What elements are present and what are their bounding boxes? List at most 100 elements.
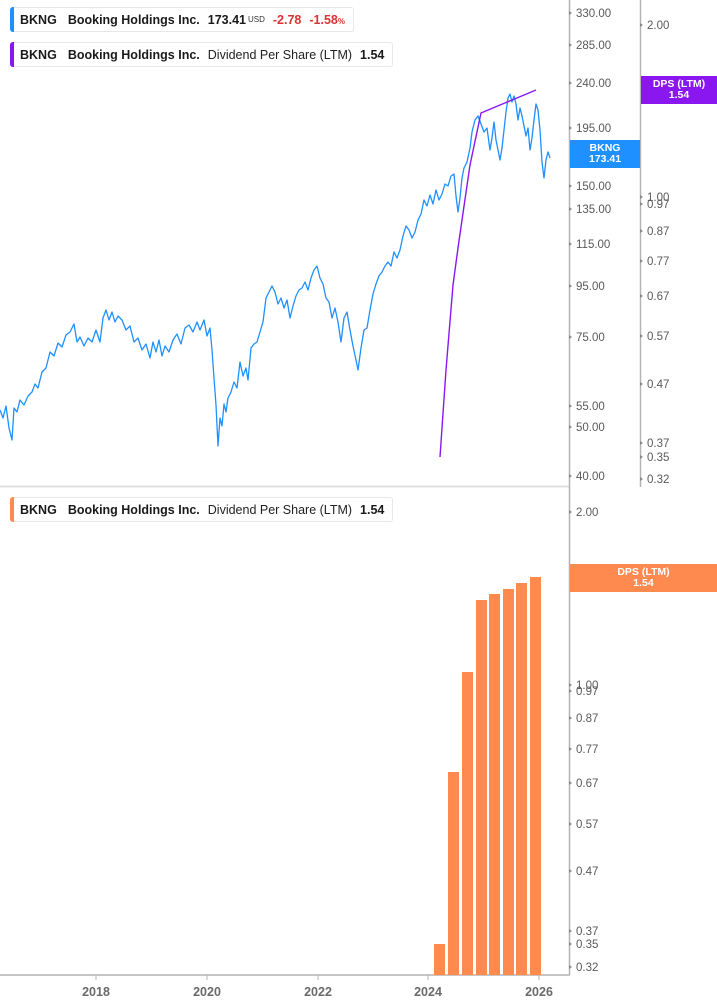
price-axis[interactable]: 330.00 285.00 240.00 195.00 150.00 135.00 115.… (569, 8, 611, 483)
tick-marker (640, 441, 643, 445)
tick-marker (569, 929, 572, 933)
tick-marker (569, 11, 572, 15)
time-axis[interactable]: 2018 2020 2022 2024 2026 (82, 975, 553, 999)
legend-ticker: BKNG (20, 12, 57, 27)
tag-label: BKNG (589, 142, 621, 154)
dps-tick-label: 0.32 (576, 962, 598, 974)
tick-marker (640, 294, 643, 298)
legend-company: Booking Holdings Inc. (67, 47, 200, 62)
tick-marker (640, 195, 643, 199)
change-pct-value: -1.58 (309, 12, 338, 27)
tick-marker (569, 510, 572, 514)
dps-bottom-axis[interactable]: 2.00 1.000.97 0.87 0.77 0.67 0.57 0.47 0.370.35… (569, 507, 598, 974)
dps-tick-label: 0.77 (647, 256, 669, 268)
price-tick-label: 50.00 (576, 422, 605, 434)
tick-marker (569, 869, 572, 873)
tick-marker (569, 184, 572, 188)
dps-bar-series-color-swatch (10, 497, 14, 522)
tick-marker (640, 259, 643, 263)
dps-bar[interactable] (503, 589, 514, 975)
dps-tick-label: 0.67 (576, 778, 598, 790)
dps-bar[interactable] (489, 594, 500, 975)
tick-marker (640, 477, 643, 481)
dps-tick-label: 0.77 (576, 744, 598, 756)
tick-marker (569, 242, 572, 246)
legend-ticker: BKNG (20, 47, 57, 62)
legend-value: 1.54 (360, 502, 385, 517)
tick-marker (640, 23, 643, 27)
dps-tick-label: 2.00 (647, 20, 669, 32)
year-label: 2018 (82, 985, 110, 999)
tag-value: 1.54 (633, 577, 654, 589)
dps-bar[interactable] (448, 772, 459, 975)
dps-top-legend[interactable]: BKNG Booking Holdings Inc. Dividend Per … (10, 42, 394, 67)
dps-tick-label: 0.32 (647, 474, 669, 486)
price-tick-label: 150.00 (576, 181, 611, 193)
tick-marker (640, 202, 643, 206)
tag-value: 173.41 (588, 153, 622, 165)
dps-tick-label: 0.35 (576, 939, 598, 951)
legend-metric: Dividend Per Share (LTM) (207, 502, 353, 517)
dps-bars (434, 577, 541, 975)
dps-tick-label: 1.00 (576, 680, 598, 692)
price-tick-label: 40.00 (576, 471, 605, 483)
dps-top-last-value-tag: DPS (LTM) 1.54 (641, 76, 717, 104)
legend-company: Booking Holdings Inc. (67, 502, 200, 517)
price-series-color-swatch (10, 7, 14, 32)
legend-metric: Dividend Per Share (LTM) (207, 47, 353, 62)
price-line (0, 93, 551, 447)
tick-marker (569, 689, 572, 693)
tick-marker (640, 229, 643, 233)
dps-bar[interactable] (530, 577, 541, 975)
dps-tick-label: 0.67 (647, 291, 669, 303)
legend-company: Booking Holdings Inc. (67, 12, 200, 27)
tick-marker (569, 942, 572, 946)
tick-marker (569, 747, 572, 751)
dps-tick-label: 0.47 (576, 866, 598, 878)
year-label: 2026 (525, 985, 553, 999)
tick-marker (569, 81, 572, 85)
tick-marker (640, 382, 643, 386)
dps-tick-label: 0.87 (647, 226, 669, 238)
price-legend[interactable]: BKNG Booking Holdings Inc. 173.41 USD -2… (10, 7, 355, 32)
tick-marker (569, 683, 572, 687)
dps-tick-label: 0.57 (576, 819, 598, 831)
price-tick-label: 55.00 (576, 401, 605, 413)
year-label: 2022 (304, 985, 332, 999)
dps-tick-label: 1.00 (647, 192, 669, 204)
dps-tick-label: 0.57 (647, 331, 669, 343)
pct-sign: % (337, 16, 346, 26)
price-tick-label: 75.00 (576, 332, 605, 344)
tick-marker (640, 455, 643, 459)
dps-bar[interactable] (476, 600, 487, 975)
dps-tick-label: 0.97 (647, 199, 669, 211)
tick-marker (569, 474, 572, 478)
price-tick-label: 115.00 (576, 239, 610, 251)
price-last-value-tag: BKNG 173.41 (570, 140, 640, 168)
dps-tick-label: 0.37 (647, 438, 669, 450)
price-tick-label: 330.00 (576, 8, 611, 20)
price-tick-label: 95.00 (576, 281, 605, 293)
legend-price: 173.41 (207, 12, 246, 27)
tick-marker (569, 781, 572, 785)
tag-label: DPS (LTM) (652, 78, 706, 90)
dps-overlay-line (439, 89, 537, 458)
dps-bar[interactable] (462, 672, 473, 975)
tick-marker (569, 207, 572, 211)
dps-top-axis[interactable]: 2.00 1.000.97 0.87 0.77 0.67 0.57 0.47 0.37 0.35… (640, 20, 669, 486)
year-label: 2024 (414, 985, 442, 999)
dps-bar[interactable] (516, 583, 527, 975)
price-tick-label: 240.00 (576, 78, 611, 90)
tick-marker (569, 965, 572, 969)
price-tick-label: 135.00 (576, 204, 611, 216)
dps-bottom-legend[interactable]: BKNG Booking Holdings Inc. Dividend Per … (10, 497, 394, 522)
tick-marker (569, 425, 572, 429)
dps-tick-label: 0.47 (647, 379, 669, 391)
tick-marker (569, 335, 572, 339)
tick-marker (569, 284, 572, 288)
dps-bottom-last-value-tag: DPS (LTM) 1.54 (570, 564, 717, 592)
tick-marker (569, 404, 572, 408)
tick-marker (569, 716, 572, 720)
dps-bar[interactable] (434, 944, 445, 975)
